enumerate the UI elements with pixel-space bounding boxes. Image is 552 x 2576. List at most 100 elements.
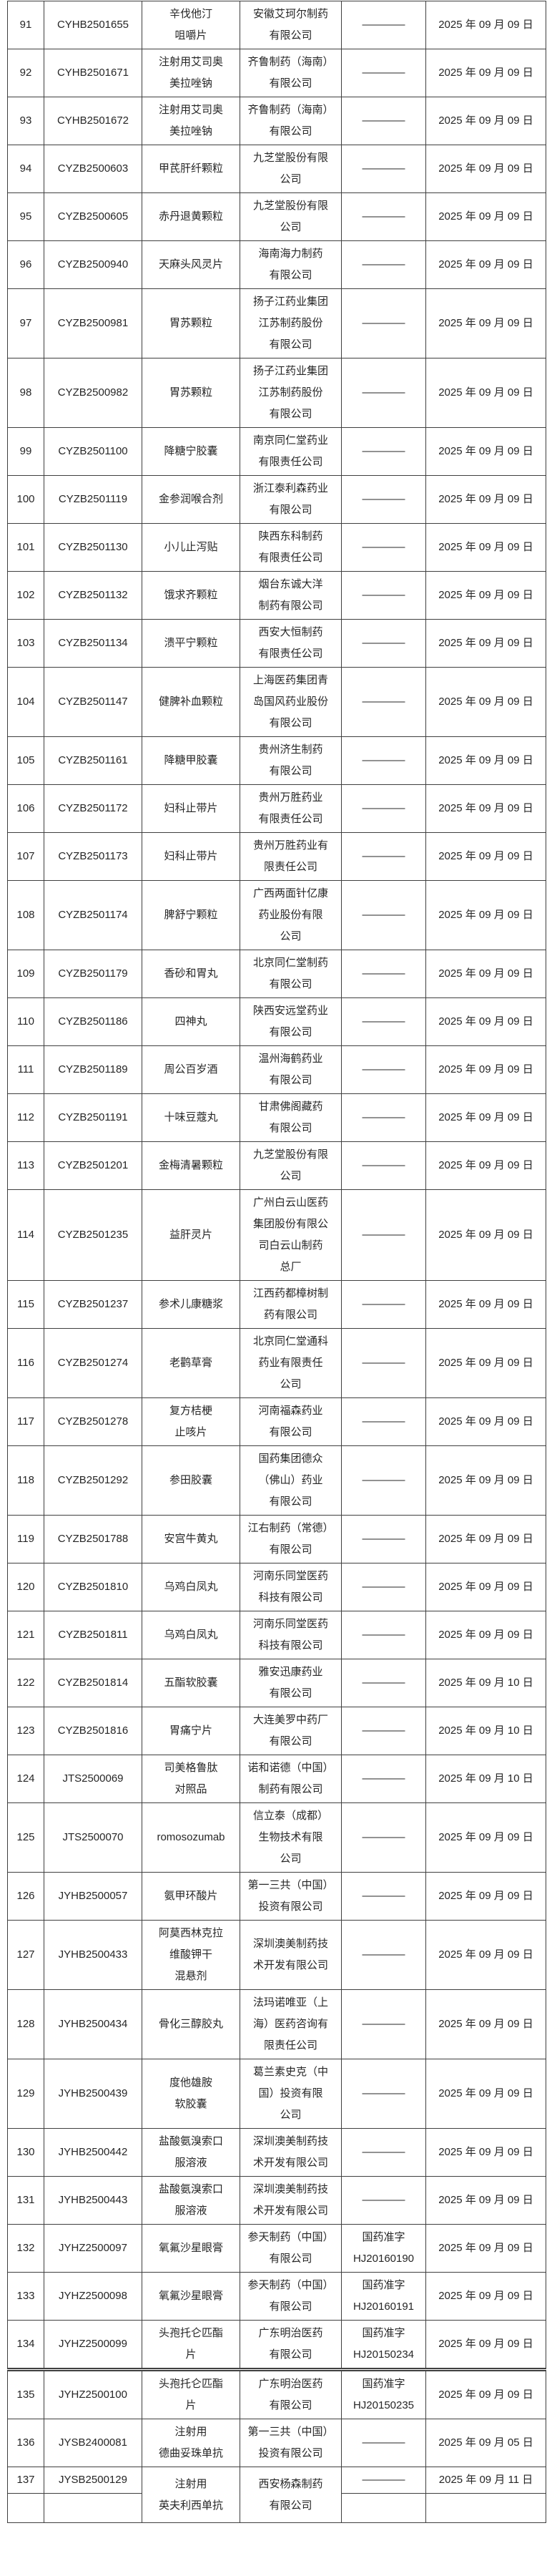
cell-date: 2025 年 09 月 09 日: [425, 358, 546, 428]
cell-approval-no: CYZB2501130: [44, 523, 142, 572]
table-row: 121 CYZB2501811 乌鸡白凤丸 河南乐同堂医药 科技有限公司 ———— 202…: [7, 1611, 546, 1659]
cell-no: 114: [7, 1189, 44, 1281]
cell-no: 132: [7, 2224, 44, 2273]
cell-no: 121: [7, 1611, 44, 1659]
cell-approval-no: CYZB2501810: [44, 1563, 142, 1611]
cell-approval-no: CYZB2501179: [44, 950, 142, 998]
cell-drug: 小儿止泻贴: [142, 523, 240, 572]
cell-empty: [425, 2493, 546, 2523]
cell-no: 126: [7, 1872, 44, 1921]
cell-company: 深圳澳美制药技 术开发有限公司: [240, 2176, 342, 2225]
cell-company: 广州白云山医药 集团股份有限公 司白云山制药 总厂: [240, 1189, 342, 1281]
cell-drug: 益肝灵片: [142, 1189, 240, 1281]
cell-company: 参天制药（中国） 有限公司: [240, 2272, 342, 2321]
cell-no: 104: [7, 667, 44, 737]
cell-drug: 注射用 英夫利西单抗: [142, 2467, 240, 2523]
cell-drug: 金梅清暑颗粒: [142, 1141, 240, 1190]
cell-no: 108: [7, 880, 44, 950]
table-row: 113 CYZB2501201 金梅清暑颗粒 九芝堂股份有限 公司 ———— 2025 年…: [7, 1141, 546, 1190]
table-row: 109 CYZB2501179 香砂和胃丸 北京同仁堂制药 有限公司 ———— 2025 …: [7, 950, 546, 998]
cell-date: 2025 年 09 月 09 日: [425, 667, 546, 737]
cell-drug: 老鹳草膏: [142, 1328, 240, 1398]
cell-drug: 金参润喉合剂: [142, 475, 240, 524]
cell-date: 2025 年 09 月 09 日: [425, 1802, 546, 1873]
cell-company: 国药集团德众 （佛山）药业 有限公司: [240, 1445, 342, 1516]
cell-approval-no: CYHB2501671: [44, 49, 142, 97]
cell-drug: 胃痛宁片: [142, 1707, 240, 1755]
cell-drug: 五酯软胶囊: [142, 1659, 240, 1707]
table-row: 134 JYHZ2500099 头孢托仑匹酯 片广东明治医药 有限公司 国药准字 HJ…: [7, 2320, 546, 2370]
cell-company: 江西药都樟树制 药有限公司: [240, 1280, 342, 1329]
cell-date: 2025 年 09 月 09 日: [425, 2272, 546, 2321]
cell-approval-no: CYZB2501174: [44, 880, 142, 950]
cell-no: 136: [7, 2419, 44, 2467]
cell-no: 100: [7, 475, 44, 524]
cell-date: 2025 年 09 月 09 日: [425, 619, 546, 668]
cell-company: 第一三共（中国） 投资有限公司: [240, 2419, 342, 2467]
cell-company: 西安大恒制药 有限责任公司: [240, 619, 342, 668]
cell-doc: ————: [341, 2128, 426, 2177]
cell-no: 128: [7, 1989, 44, 2059]
cell-doc: ————: [341, 1397, 426, 1446]
table-row: 116 CYZB2501274 老鹳草膏 北京同仁堂通科 药业有限责任 公司 ———— 2…: [7, 1328, 546, 1398]
cell-date: 2025 年 09 月 09 日: [425, 2320, 546, 2370]
cell-doc: ————: [341, 1659, 426, 1707]
cell-approval-no: JYHB2500442: [44, 2128, 142, 2177]
cell-date: 2025 年 09 月 09 日: [425, 2059, 546, 2129]
table-row: 133 JYHZ2500098 氧氟沙星眼膏 参天制药（中国） 有限公司 国药准字 HJ…: [7, 2272, 546, 2321]
cell-approval-no: CYZB2501172: [44, 784, 142, 833]
cell-drug: 骨化三醇胶丸: [142, 1989, 240, 2059]
cell-drug: 司美格鲁肽 对照品: [142, 1755, 240, 1803]
table-row: 92 CYHB2501671 注射用艾司奥 美拉唑钠 齐鲁制药（海南） 有限公司 ———…: [7, 49, 546, 97]
cell-company: 大连美罗中药厂 有限公司: [240, 1707, 342, 1755]
table-row: 119 CYZB2501788 安宫牛黄丸 江右制药（常德） 有限公司 ———— 2025…: [7, 1515, 546, 1563]
cell-approval-no: CYZB2500605: [44, 192, 142, 241]
cell-company: 深圳澳美制药技 术开发有限公司: [240, 1920, 342, 1990]
table-row: 122 CYZB2501814 五酯软胶囊 雅安迅康药业 有限公司 ———— 2025 年…: [7, 1659, 546, 1707]
cell-company: 西安杨森制药 有限公司: [240, 2467, 342, 2523]
table-row: 120 CYZB2501810 乌鸡白凤丸 河南乐同堂医药 科技有限公司 ———— 202…: [7, 1563, 546, 1611]
cell-doc: ————: [341, 2176, 426, 2225]
cell-approval-no: CYZB2501201: [44, 1141, 142, 1190]
drug-approval-table: 91 CYHB2501655 辛伐他汀 咀嚼片 安徽艾珂尔制药 有限公司 ———— 202…: [7, 1, 546, 2523]
cell-approval-no: JYSB2500129: [44, 2467, 142, 2494]
cell-date: 2025 年 09 月 10 日: [425, 1755, 546, 1803]
table-row: 100 CYZB2501119 金参润喉合剂 浙江泰利森药业 有限公司 ———— 2025…: [7, 475, 546, 524]
cell-company: 上海医药集团青 岛国风药业股份 有限公司: [240, 667, 342, 737]
cell-drug: 妇科止带片: [142, 784, 240, 833]
cell-doc: ————: [341, 1515, 426, 1563]
cell-approval-no: CYZB2500982: [44, 358, 142, 428]
cell-doc: ————: [341, 1189, 426, 1281]
cell-date: 2025 年 09 月 09 日: [425, 1515, 546, 1563]
cell-date: 2025 年 09 月 09 日: [425, 1920, 546, 1990]
cell-doc: ————: [341, 49, 426, 97]
cell-doc: ————: [341, 97, 426, 145]
cell-drug: 注射用 德曲妥珠单抗: [142, 2419, 240, 2467]
cell-no: 118: [7, 1445, 44, 1516]
cell-no: 99: [7, 427, 44, 476]
cell-drug: 赤丹退黄颗粒: [142, 192, 240, 241]
cell-company: 葛兰素史克（中 国）投资有限 公司: [240, 2059, 342, 2129]
cell-date: 2025 年 09 月 09 日: [425, 1189, 546, 1281]
cell-drug: 氧氟沙星眼膏: [142, 2224, 240, 2273]
cell-no: 120: [7, 1563, 44, 1611]
cell-approval-no: CYZB2501274: [44, 1328, 142, 1398]
cell-approval-no: CYZB2501134: [44, 619, 142, 668]
cell-no: 106: [7, 784, 44, 833]
cell-company: 河南乐同堂医药 科技有限公司: [240, 1611, 342, 1659]
cell-doc: ————: [341, 1445, 426, 1516]
cell-doc: ————: [341, 950, 426, 998]
cell-no: 105: [7, 736, 44, 785]
cell-date: 2025 年 09 月 09 日: [425, 2368, 546, 2419]
cell-drug: 溃平宁颗粒: [142, 619, 240, 668]
cell-no: 101: [7, 523, 44, 572]
cell-no: 129: [7, 2059, 44, 2129]
cell-doc: ————: [341, 1802, 426, 1873]
cell-no: 135: [7, 2368, 44, 2419]
cell-drug: 氨甲环酸片: [142, 1872, 240, 1921]
cell-date: 2025 年 09 月 09 日: [425, 950, 546, 998]
cell-drug: 十味豆蔻丸: [142, 1093, 240, 1142]
cell-date: 2025 年 09 月 09 日: [425, 1, 546, 49]
cell-approval-no: CYZB2501119: [44, 475, 142, 524]
cell-no: 134: [7, 2320, 44, 2370]
